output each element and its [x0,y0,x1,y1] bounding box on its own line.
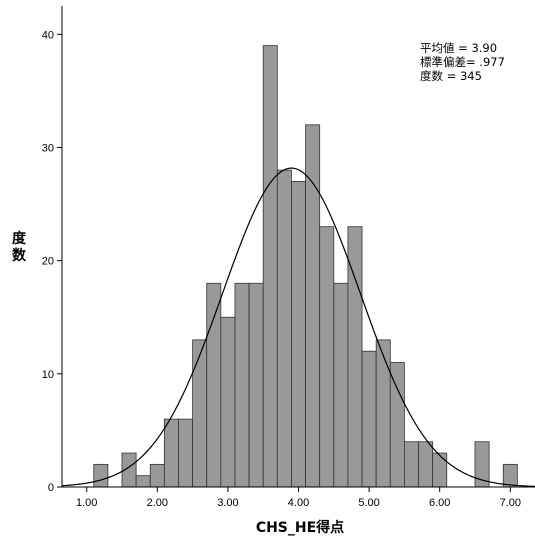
x-tick-label: 5.00 [358,497,379,509]
histogram-bar-24 [432,452,448,488]
x-tick-label: 3.00 [217,497,238,509]
y-axis-ticks: 0 10 20 30 40 [42,29,62,494]
histogram-bar-22 [403,441,419,488]
histogram-bar-12 [262,45,278,488]
x-tick-label: 2.00 [147,497,168,509]
y-tick-label: 40 [42,29,54,41]
histogram-bar-1 [93,463,109,488]
stats-box: 平均値 = 3.90 標準偏差= .977 度数 = 345 [420,41,505,83]
normal-curve [61,167,535,487]
histogram-bar-3 [135,475,151,488]
histogram-bar-4 [149,463,165,488]
y-tick-label: 10 [42,369,54,381]
x-tick-label: 7.00 [500,497,521,509]
histogram-bar-8 [206,282,222,488]
x-axis-ticks: 1.00 2.00 3.00 4.00 5.00 6.00 7.00 [76,487,521,509]
histogram-bar-20 [375,339,391,488]
histogram-bar-11 [248,282,264,488]
histogram-bar-9 [220,316,236,488]
histogram-bar-16 [319,226,335,488]
stat-sd: 標準偏差= .977 [420,55,505,69]
histogram-bar-19 [361,350,377,488]
stat-mean: 平均値 = 3.90 [420,41,497,55]
y-tick-label: 0 [48,482,54,494]
y-axis-title: 度 数 [12,230,27,264]
histogram-bar-26 [502,463,518,488]
y-tick-label: 20 [42,256,54,268]
histogram-bar-10 [234,282,250,488]
histogram-bar-6 [178,418,194,488]
histogram-bar-17 [333,282,349,488]
histogram-bar-7 [192,339,208,488]
histogram-bar-23 [418,441,434,488]
y-axis-title-char-1: 度 [12,230,27,247]
y-axis-title-char-2: 数 [12,247,27,264]
histogram-bar-21 [389,362,405,488]
x-tick-label: 4.00 [288,497,309,509]
y-tick-label: 30 [42,142,54,154]
x-tick-label: 1.00 [76,497,97,509]
x-axis-title: CHS_HE得点 [256,519,344,536]
histogram-bar-5 [163,418,179,488]
histogram-bar-15 [305,124,321,488]
x-tick-label: 6.00 [429,497,450,509]
histogram-bar-13 [276,169,292,488]
histogram-bar-14 [291,181,306,488]
histogram-bars [93,45,518,488]
stat-n: 度数 = 345 [420,69,482,83]
